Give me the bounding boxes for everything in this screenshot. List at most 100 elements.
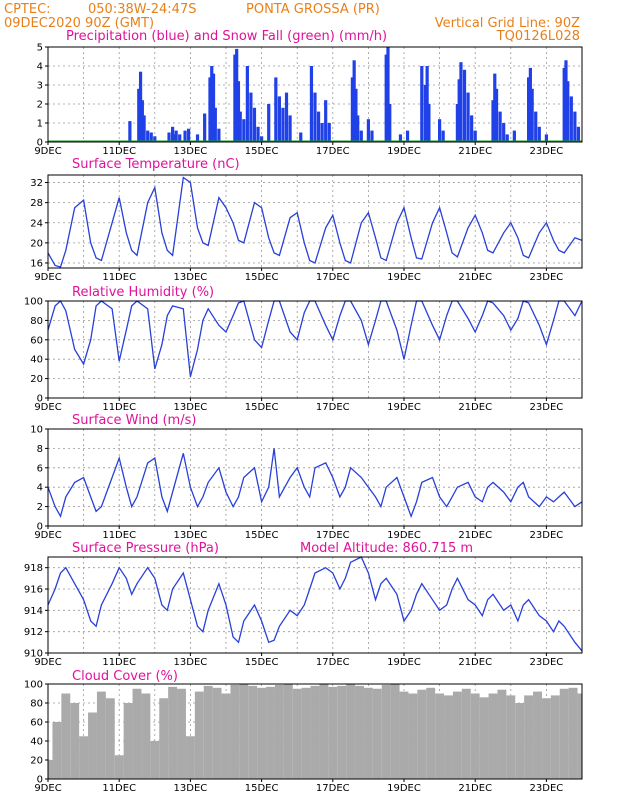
xtick-pressure-4: 17DEC	[316, 657, 350, 668]
ytick-humidity-3: 60	[30, 335, 43, 346]
precip-bar	[324, 100, 328, 142]
precip-bar	[281, 107, 285, 142]
precip-bar	[388, 104, 392, 142]
cloud-bar	[159, 698, 169, 779]
cloud-bar	[283, 684, 293, 779]
frame-cloud	[47, 683, 583, 780]
cloud-bar	[346, 684, 356, 779]
header-grid-note: Vertical Grid Line: 90Z	[435, 16, 580, 31]
xtick-wind-6: 21DEC	[458, 530, 492, 541]
ytick-pressure-2: 914	[24, 606, 43, 617]
xtick-pressure-3: 15DEC	[245, 657, 279, 668]
panel-subtitle-pressure: Model Altitude: 860.715 m	[300, 541, 473, 556]
ytick-precip-5: 5	[37, 43, 43, 54]
xtick-temperature-0: 9DEC	[34, 272, 61, 283]
frame-precip	[47, 46, 583, 143]
cloud-bar	[301, 687, 311, 779]
ytick-wind-1: 2	[37, 502, 43, 513]
precip-bar	[537, 126, 541, 142]
cloud-bar	[426, 687, 436, 779]
ytick-wind-5: 10	[30, 425, 43, 436]
cloud-bar	[524, 695, 534, 779]
precip-bar	[562, 67, 566, 142]
cloud-bar	[435, 693, 445, 779]
precip-bar	[217, 128, 221, 142]
xtick-humidity-2: 13DEC	[174, 402, 208, 413]
cloud-bar	[230, 684, 240, 779]
precip-bar	[498, 111, 502, 142]
precip-bar	[140, 100, 144, 142]
precip-bar	[491, 100, 495, 142]
precip-bar	[256, 126, 260, 142]
precip-bar	[354, 88, 358, 142]
xtick-wind-5: 19DEC	[387, 530, 421, 541]
cloud-bar	[550, 695, 560, 779]
precip-bar	[320, 123, 324, 142]
precip-bar	[462, 69, 467, 142]
xtick-humidity-3: 15DEC	[245, 402, 279, 413]
precip-bar	[512, 130, 516, 142]
xtick-cloud-3: 15DEC	[245, 783, 279, 794]
xtick-temperature-2: 13DEC	[174, 272, 208, 283]
xtick-cloud-7: 23DEC	[530, 783, 564, 794]
precip-bar	[466, 92, 470, 142]
xtick-wind-0: 9DEC	[34, 530, 61, 541]
ytick-precip-2: 2	[37, 100, 43, 111]
cloud-bar	[470, 693, 480, 779]
cloud-bar	[212, 687, 222, 779]
cloud-bar	[61, 693, 71, 779]
panel-temperature: 16 20 24 28 32 9DEC 11DEC 13DEC 15DEC 17DEC 19DEC 2…	[30, 174, 583, 283]
panel-pressure: 910 912 914 916 918 9DEC 11DEC 13DEC 15DEC 17DEC 1…	[24, 556, 583, 668]
ytick-pressure-0: 910	[24, 649, 43, 660]
precip-bar	[459, 62, 463, 143]
xtick-precip-7: 23DEC	[530, 146, 564, 157]
xtick-precip-5: 19DEC	[387, 146, 421, 157]
precip-bar	[249, 92, 253, 142]
precip-bar	[493, 73, 497, 142]
humidity-line	[47, 299, 583, 377]
precip-bar	[178, 134, 182, 142]
ytick-humidity-2: 40	[30, 355, 43, 366]
ytick-humidity-5: 100	[24, 297, 43, 308]
precip-bar	[195, 134, 200, 142]
precip-bar	[441, 130, 445, 142]
panel-title-temperature: Surface Temperature (nC)	[72, 157, 240, 172]
ytick-wind-3: 6	[37, 463, 43, 474]
frame-humidity	[47, 300, 583, 399]
ytick-precip-4: 4	[37, 62, 43, 73]
xtick-precip-1: 11DEC	[102, 146, 136, 157]
precip-bar	[359, 130, 363, 142]
cloud-bar	[292, 688, 302, 779]
panel-wind: 0 2 4 6 8 10 9DEC 11DEC 13DEC 15DEC 17DEC 19DEC 21DE…	[30, 425, 583, 541]
precip-bar	[171, 126, 175, 142]
cloud-bar	[132, 688, 142, 779]
ytick-pressure-1: 912	[24, 627, 43, 638]
cloud-bar	[372, 688, 382, 779]
header-code: TQ0126L028	[496, 29, 580, 44]
panel-title-humidity: Relative Humidity (%)	[72, 285, 214, 300]
cloud-bar	[177, 688, 186, 779]
xtick-precip-4: 17DEC	[316, 146, 350, 157]
cloud-bar	[96, 691, 106, 779]
cloud-bar	[559, 688, 569, 779]
precip-bar	[149, 132, 153, 142]
precip-bar	[313, 92, 317, 142]
ytick-cloud-0: 0	[37, 775, 43, 786]
xtick-temperature-3: 15DEC	[245, 272, 279, 283]
xtick-cloud-2: 13DEC	[174, 783, 208, 794]
precip-bar	[569, 96, 573, 142]
precip-bar	[252, 107, 257, 142]
precip-bar	[146, 130, 150, 142]
cloud-bar	[381, 684, 391, 779]
xtick-pressure-7: 23DEC	[530, 657, 564, 668]
cloud-bar	[337, 685, 347, 779]
precip-bar	[153, 136, 157, 142]
xtick-pressure-0: 9DEC	[34, 657, 61, 668]
xtick-pressure-1: 11DEC	[102, 657, 136, 668]
ytick-humidity-4: 80	[30, 316, 43, 327]
ytick-temperature-4: 32	[30, 178, 43, 189]
cloud-bar	[408, 693, 418, 779]
precip-bar	[527, 77, 531, 142]
ytick-precip-1: 1	[37, 119, 43, 130]
precip-bar	[203, 113, 207, 142]
